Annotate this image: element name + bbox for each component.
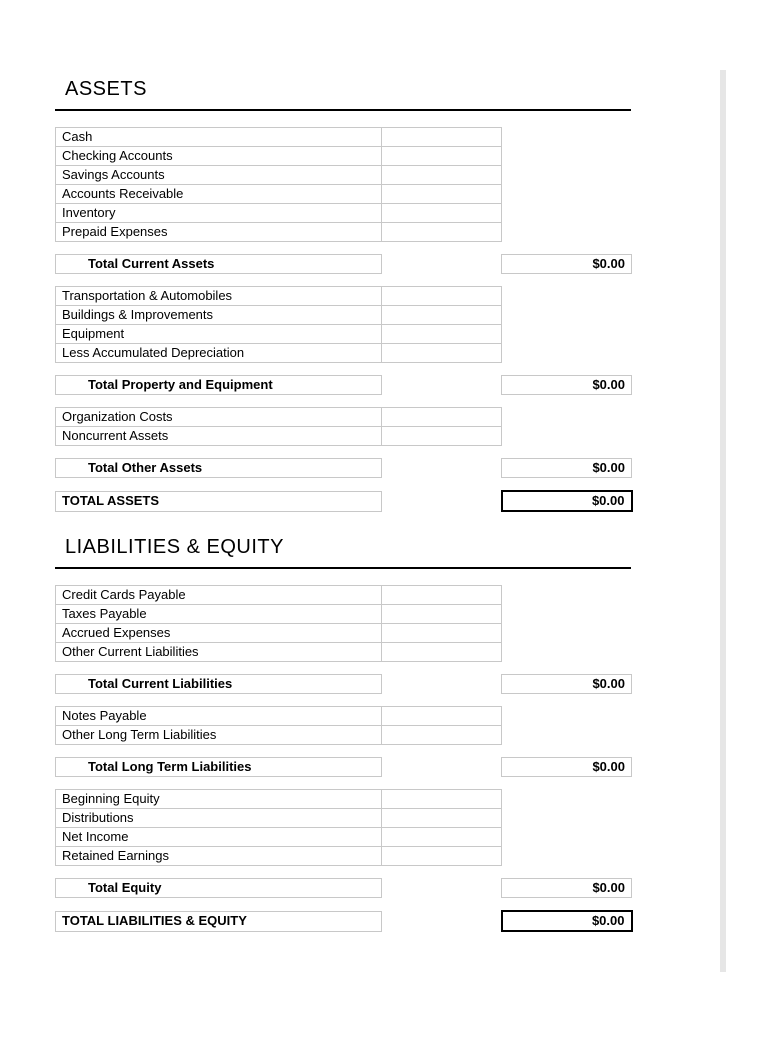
subtotal-label: Total Equity [56, 879, 382, 898]
line-item: Prepaid Expenses [56, 223, 382, 242]
subtotal-label: Total Current Liabilities [56, 675, 382, 694]
subtotal-value: $0.00 [502, 675, 632, 694]
line-item: Checking Accounts [56, 147, 382, 166]
liabilities-longterm-subtotal: Total Long Term Liabilities $0.00 [55, 757, 632, 777]
equity-table: Beginning Equity Distributions Net Incom… [55, 789, 632, 866]
liabilities-longterm-table: Notes Payable Other Long Term Liabilitie… [55, 706, 632, 745]
line-item: Accrued Expenses [56, 624, 382, 643]
line-item: Transportation & Automobiles [56, 287, 382, 306]
line-item: Other Current Liabilities [56, 643, 382, 662]
total-liabilities-equity-row: TOTAL LIABILITIES & EQUITY $0.00 [55, 910, 633, 932]
subtotal-value: $0.00 [502, 879, 632, 898]
line-item: Savings Accounts [56, 166, 382, 185]
line-item: Beginning Equity [56, 790, 382, 809]
assets-header: ASSETS [55, 70, 631, 111]
subtotal-value: $0.00 [502, 376, 632, 395]
line-item: Other Long Term Liabilities [56, 726, 382, 745]
subtotal-value: $0.00 [502, 255, 632, 274]
line-item: Inventory [56, 204, 382, 223]
line-item: Organization Costs [56, 408, 382, 427]
liabilities-current-subtotal: Total Current Liabilities $0.00 [55, 674, 632, 694]
line-item: Distributions [56, 809, 382, 828]
line-item: Accounts Receivable [56, 185, 382, 204]
equity-subtotal: Total Equity $0.00 [55, 878, 632, 898]
line-item: Net Income [56, 828, 382, 847]
line-item: Notes Payable [56, 707, 382, 726]
assets-current-table: Cash Checking Accounts Savings Accounts … [55, 127, 632, 242]
line-item: Buildings & Improvements [56, 306, 382, 325]
subtotal-label: Total Current Assets [56, 255, 382, 274]
line-item: Equipment [56, 325, 382, 344]
line-item: Noncurrent Assets [56, 427, 382, 446]
subtotal-label: Total Long Term Liabilities [56, 758, 382, 777]
line-item: Retained Earnings [56, 847, 382, 866]
liabilities-current-table: Credit Cards Payable Taxes Payable Accru… [55, 585, 632, 662]
assets-property-table: Transportation & Automobiles Buildings &… [55, 286, 632, 363]
assets-other-table: Organization Costs Noncurrent Assets [55, 407, 632, 446]
assets-current-subtotal: Total Current Assets $0.00 [55, 254, 632, 274]
subtotal-label: Total Other Assets [56, 459, 382, 478]
subtotal-label: Total Property and Equipment [56, 376, 382, 395]
assets-other-subtotal: Total Other Assets $0.00 [55, 458, 632, 478]
line-item: Cash [56, 128, 382, 147]
grand-value: $0.00 [502, 911, 632, 931]
line-item: Credit Cards Payable [56, 586, 382, 605]
grand-label: TOTAL LIABILITIES & EQUITY [56, 911, 382, 931]
assets-property-subtotal: Total Property and Equipment $0.00 [55, 375, 632, 395]
subtotal-value: $0.00 [502, 459, 632, 478]
grand-value: $0.00 [502, 491, 632, 511]
subtotal-value: $0.00 [502, 758, 632, 777]
liabilities-header: LIABILITIES & EQUITY [55, 528, 631, 569]
line-item: Less Accumulated Depreciation [56, 344, 382, 363]
line-item: Taxes Payable [56, 605, 382, 624]
grand-label: TOTAL ASSETS [56, 491, 382, 511]
total-assets-row: TOTAL ASSETS $0.00 [55, 490, 633, 512]
